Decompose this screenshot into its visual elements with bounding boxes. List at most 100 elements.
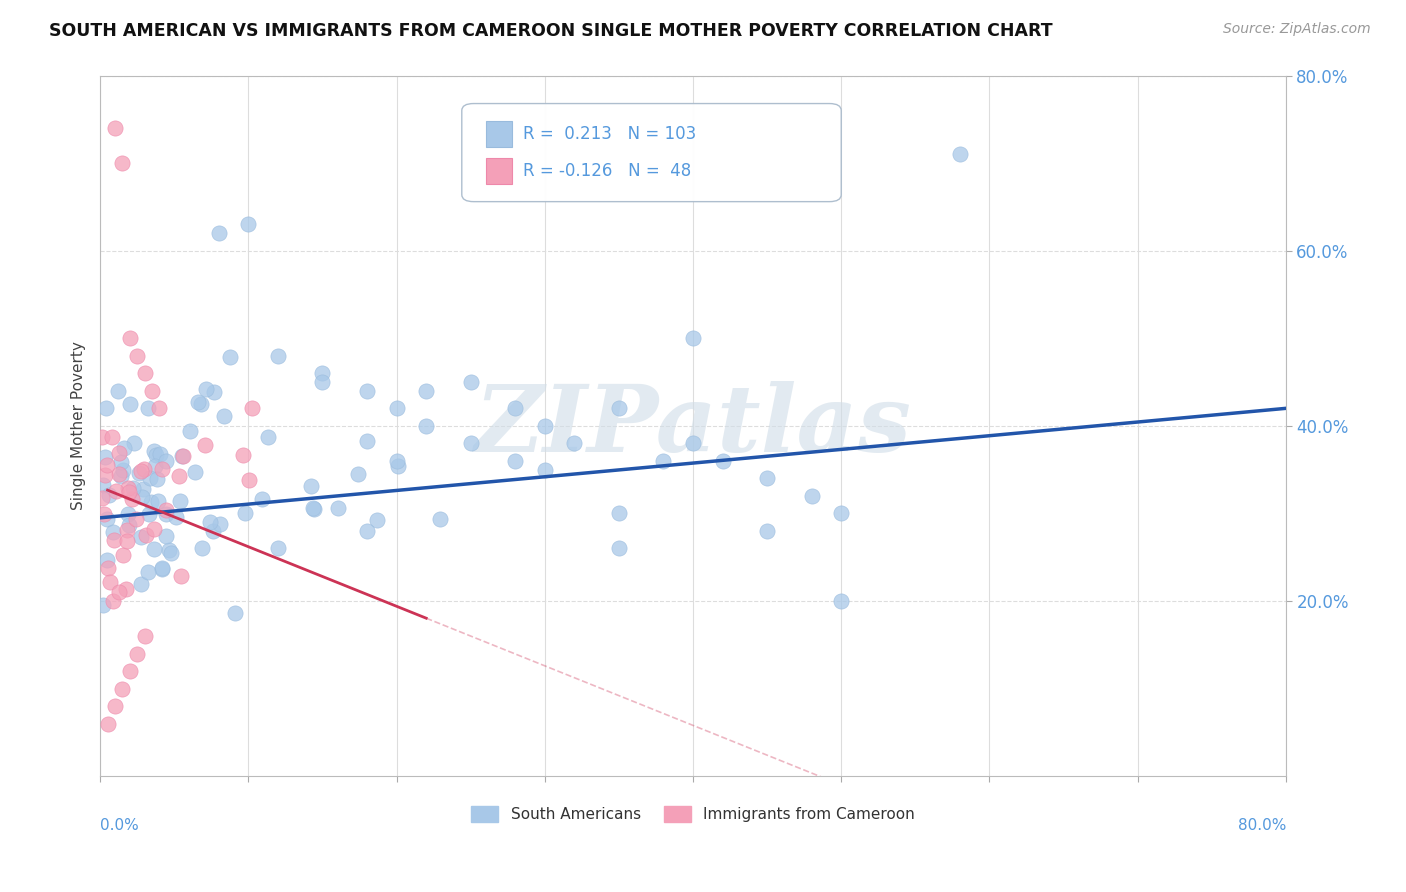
Point [415,418,437,433]
Point [104,121,127,136]
Point [120,397,142,411]
Point [135,528,157,542]
Point [108,585,131,599]
Point [134,629,156,643]
Point [148,401,170,416]
Point [91,598,114,612]
Point [118,331,141,345]
Point [607,401,630,416]
Point [233,506,256,520]
Point [110,468,132,483]
Point [682,436,704,450]
Point [190,397,212,411]
Point [460,436,482,450]
Point [138,507,160,521]
Point [830,507,852,521]
Point [125,512,148,526]
Point [328,500,350,515]
Point [385,401,408,416]
Point [366,513,388,527]
Point [564,436,586,450]
Point [103,533,125,547]
Point [142,443,165,458]
Point [250,492,273,507]
Point [142,522,165,536]
Point [195,382,218,396]
Point [179,424,201,438]
Point [299,479,322,493]
Point [131,490,153,504]
Point [143,459,166,474]
FancyBboxPatch shape [461,103,841,202]
Point [115,582,138,596]
Point [208,226,231,240]
Point [112,441,135,455]
Point [141,384,163,398]
Text: 0.0%: 0.0% [100,818,139,833]
Point [172,449,194,463]
Point [112,463,135,477]
Point [385,454,408,468]
Point [141,495,163,509]
Text: R =  0.213   N = 103: R = 0.213 N = 103 [523,125,697,143]
Point [184,465,207,479]
Point [460,375,482,389]
Point [949,147,972,161]
Point [191,541,214,555]
Point [127,647,149,661]
Point [97,487,120,501]
Point [101,430,124,444]
Point [142,541,165,556]
Point [108,446,131,460]
Point [224,606,246,620]
Point [170,569,193,583]
Text: SOUTH AMERICAN VS IMMIGRANTS FROM CAMEROON SINGLE MOTHER POVERTY CORRELATION CHA: SOUTH AMERICAN VS IMMIGRANTS FROM CAMERO… [49,22,1053,40]
Legend: South Americans, Immigrants from Cameroon: South Americans, Immigrants from Cameroo… [465,800,921,828]
Point [117,508,139,522]
Point [212,409,235,424]
Point [122,435,145,450]
Point [311,375,333,389]
Text: R = -0.126   N =  48: R = -0.126 N = 48 [523,162,692,180]
Point [91,430,114,444]
Point [267,349,290,363]
Point [155,454,177,468]
Point [155,508,177,522]
Point [503,454,526,468]
Point [138,470,160,484]
Point [267,541,290,556]
Point [347,467,370,481]
Point [90,491,112,505]
Point [136,401,159,416]
Point [302,500,325,515]
FancyBboxPatch shape [485,121,512,146]
Point [429,512,451,526]
Point [111,681,134,696]
Point [118,485,141,500]
Point [356,524,378,538]
Point [118,517,141,532]
Point [96,511,118,525]
Point [356,384,378,398]
Point [302,502,325,516]
Point [387,458,409,473]
Point [121,492,143,507]
Point [238,218,260,232]
Point [145,448,167,462]
Point [97,561,120,575]
Point [96,553,118,567]
Point [800,489,823,503]
Point [257,430,280,444]
Point [652,454,675,468]
Point [104,699,127,714]
Point [111,156,134,170]
FancyBboxPatch shape [485,159,512,184]
Point [129,577,152,591]
Point [830,594,852,608]
Point [356,434,378,448]
Point [169,493,191,508]
Y-axis label: Single Mother Poverty: Single Mother Poverty [72,342,86,510]
Point [756,471,779,485]
Point [415,384,437,398]
Text: Source: ZipAtlas.com: Source: ZipAtlas.com [1223,22,1371,37]
